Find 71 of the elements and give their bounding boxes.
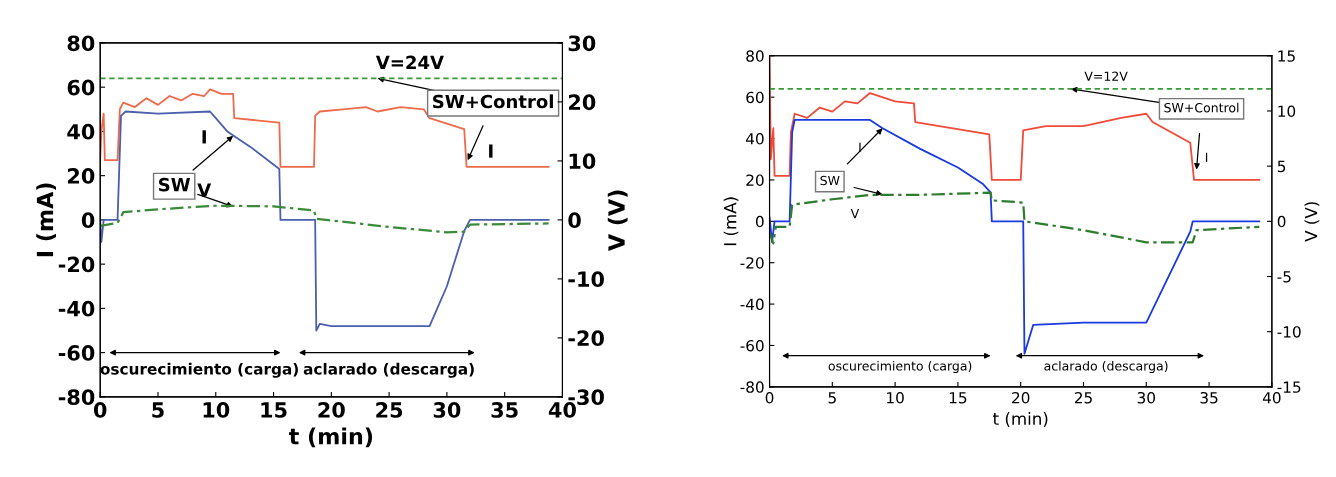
y-tick-label: 40 bbox=[67, 123, 95, 140]
x-tick-label: 20 bbox=[318, 402, 345, 418]
y2-tick-label: -10 bbox=[568, 271, 604, 288]
x-tick-label: 20 bbox=[1012, 391, 1030, 404]
annotation: SW bbox=[820, 175, 840, 186]
y-tick-label: 0 bbox=[755, 215, 764, 228]
annotation: V bbox=[197, 183, 212, 197]
x-tick-label: 15 bbox=[261, 402, 287, 418]
y-tick-label: 20 bbox=[746, 174, 764, 186]
y-tick-label: 60 bbox=[67, 79, 95, 96]
x-tick-label: 15 bbox=[949, 392, 967, 404]
x-tick-label: 5 bbox=[152, 402, 164, 418]
x-tick-label: 10 bbox=[203, 402, 230, 418]
y-tick-label: 0 bbox=[81, 212, 95, 229]
y2-tick-label: -5 bbox=[1277, 271, 1291, 283]
annotation: oscurecimiento (carga) bbox=[828, 360, 972, 374]
y-tick-label: -40 bbox=[740, 298, 764, 311]
x-axis-title: t (min) bbox=[288, 427, 373, 448]
line-series bbox=[100, 204, 550, 234]
x-tick-label: 35 bbox=[491, 402, 518, 418]
y2-tick-label: 20 bbox=[568, 94, 596, 111]
annotation: I bbox=[1205, 152, 1208, 162]
x-tick-label: 35 bbox=[1200, 391, 1218, 404]
annotation: SW+Control bbox=[1164, 102, 1239, 113]
x-tick-label: 30 bbox=[1137, 391, 1155, 404]
y2-tick-label: 5 bbox=[1277, 160, 1286, 173]
y-tick-label: 80 bbox=[67, 35, 95, 52]
y2-tick-label: 0 bbox=[568, 212, 581, 229]
y-tick-label: -80 bbox=[740, 381, 764, 393]
y2-tick-label: 30 bbox=[568, 35, 596, 52]
annotation: SW bbox=[159, 177, 191, 192]
y-tick-label: -60 bbox=[58, 345, 95, 361]
annotation: I bbox=[489, 144, 493, 158]
ref-line-label: V=24V bbox=[375, 55, 444, 70]
y2-tick-label: 10 bbox=[1278, 105, 1296, 117]
y2-tick-label: 10 bbox=[569, 153, 596, 170]
x-tick-label: 25 bbox=[376, 402, 403, 418]
x-tick-label: 10 bbox=[887, 391, 904, 404]
x-tick-label: 0 bbox=[765, 391, 774, 404]
y-tick-label: -60 bbox=[740, 339, 764, 352]
x-axis-title: t (min) bbox=[993, 412, 1048, 427]
y2-axis-title: V (V) bbox=[607, 190, 628, 252]
annotation: aclarado (descarga) bbox=[1044, 360, 1168, 374]
y-tick-label: -20 bbox=[58, 256, 95, 273]
line-series bbox=[100, 110, 550, 332]
y-tick-label: 40 bbox=[745, 133, 764, 145]
y2-tick-label: 15 bbox=[1278, 50, 1295, 62]
x-tick-label: 40 bbox=[1262, 391, 1281, 404]
y-tick-label: 80 bbox=[746, 50, 764, 62]
y-axis-title: I (mA) bbox=[36, 183, 57, 257]
annotation: V bbox=[850, 209, 860, 219]
x-tick-label: 0 bbox=[93, 402, 107, 418]
x-tick-label: 5 bbox=[828, 392, 836, 404]
line-series bbox=[769, 191, 1261, 245]
y2-tick-label: -15 bbox=[1277, 381, 1301, 393]
y2-tick-label: -20 bbox=[568, 330, 604, 347]
annotation: I bbox=[202, 130, 206, 144]
y2-axis-title: V (V) bbox=[1304, 202, 1320, 242]
y-tick-label: -20 bbox=[740, 257, 764, 269]
y-tick-label: -80 bbox=[58, 389, 95, 406]
annotation: SW+Control bbox=[433, 94, 553, 109]
y2-tick-label: 0 bbox=[1277, 215, 1286, 228]
annotation: aclarado (descarga) bbox=[303, 362, 474, 378]
y-tick-label: -40 bbox=[58, 300, 95, 317]
y-tick-label: 60 bbox=[746, 91, 764, 104]
y-axis-title: I (mA) bbox=[723, 197, 739, 246]
x-tick-label: 30 bbox=[433, 402, 461, 418]
y2-tick-label: -10 bbox=[1277, 326, 1301, 338]
y-tick-label: 20 bbox=[68, 168, 95, 184]
ref-line-label: V=12V bbox=[1084, 71, 1128, 81]
x-tick-label: 25 bbox=[1074, 391, 1092, 404]
